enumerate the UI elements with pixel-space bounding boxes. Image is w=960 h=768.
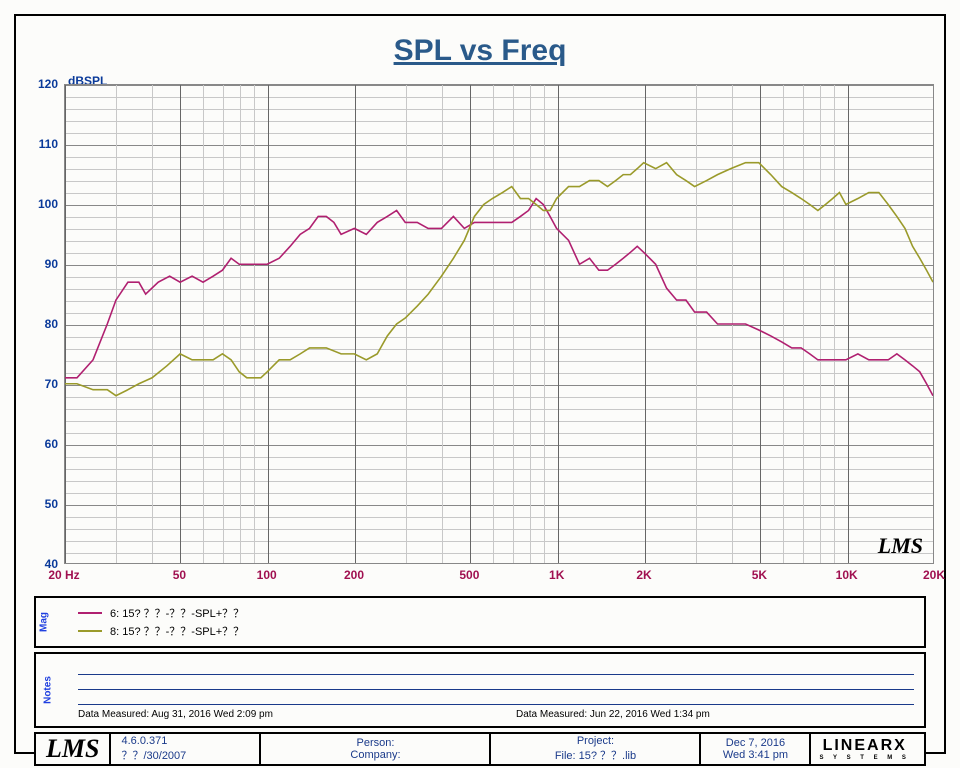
notes-box: Notes Data Measured: Aug 31, 2016 Wed 2:… bbox=[34, 652, 926, 728]
legend-swatch bbox=[78, 612, 102, 614]
y-tick: 80 bbox=[45, 317, 64, 331]
y-tick: 100 bbox=[38, 197, 64, 211]
series-line bbox=[65, 199, 933, 396]
x-tick: 20K bbox=[923, 564, 945, 582]
legend-tab: Mag bbox=[39, 612, 50, 632]
footer-date: Dec 7, 2016 bbox=[726, 737, 785, 749]
footer-lms-logo: LMS bbox=[36, 734, 111, 764]
footer-project-label: Project: bbox=[577, 735, 614, 747]
series-line bbox=[65, 163, 933, 396]
y-tick: 50 bbox=[45, 497, 64, 511]
legend-swatch bbox=[78, 630, 102, 632]
x-tick: 10K bbox=[836, 564, 858, 582]
y-tick: 110 bbox=[39, 137, 64, 151]
footer-person-label: Person: bbox=[357, 737, 395, 749]
plot-area: LMS 405060708090100110120 20 Hz501002005… bbox=[64, 84, 934, 564]
footer-linearx-logo: LINEARX S Y S T E M S bbox=[811, 734, 917, 764]
plot-watermark: LMS bbox=[878, 533, 923, 559]
chart-title: SPL vs Freq bbox=[16, 34, 944, 68]
x-tick: 50 bbox=[173, 564, 186, 582]
notes-tab: Notes bbox=[42, 676, 53, 704]
x-tick: 500 bbox=[459, 564, 479, 582]
footer-bar: LMS 4.6.0.371 ？？/30/2007 Person: Company… bbox=[34, 732, 926, 766]
x-tick: 5K bbox=[752, 564, 767, 582]
x-tick: 200 bbox=[344, 564, 364, 582]
chart-frame: SPL vs Freq dBSPL LMS 405060708090100110… bbox=[14, 14, 946, 754]
footer-time: Wed 3:41 pm bbox=[723, 749, 788, 761]
legend-label: 8: 15? ？？-？？-SPL+？？ bbox=[110, 623, 244, 639]
x-tick: 2K bbox=[636, 564, 651, 582]
legend-box: Mag 6: 15? ？？-？？-SPL+？？ 8: 15? ？？-？？-SPL+… bbox=[34, 596, 926, 648]
footer-company-label: Company: bbox=[350, 749, 400, 761]
x-tick: 1K bbox=[549, 564, 564, 582]
footer-version: 4.6.0.371 bbox=[121, 735, 249, 747]
legend-label: 6: 15? ？？-？？-SPL+？？ bbox=[110, 605, 244, 621]
x-tick: 100 bbox=[257, 564, 277, 582]
y-tick: 60 bbox=[45, 437, 64, 451]
footer-date2: ？？/30/2007 bbox=[121, 747, 249, 763]
footer-file-label: File: 15? ？？.lib bbox=[555, 747, 636, 763]
y-tick: 90 bbox=[45, 257, 64, 271]
x-tick: 20 Hz bbox=[48, 564, 79, 582]
notes-measured-left: Data Measured: Aug 31, 2016 Wed 2:09 pm bbox=[78, 709, 476, 720]
y-tick: 120 bbox=[38, 77, 64, 91]
notes-measured-right: Data Measured: Jun 22, 2016 Wed 1:34 pm bbox=[516, 709, 914, 720]
legend-item: 8: 15? ？？-？？-SPL+？？ bbox=[78, 622, 914, 640]
y-tick: 70 bbox=[45, 377, 64, 391]
legend-item: 6: 15? ？？-？？-SPL+？？ bbox=[78, 604, 914, 622]
